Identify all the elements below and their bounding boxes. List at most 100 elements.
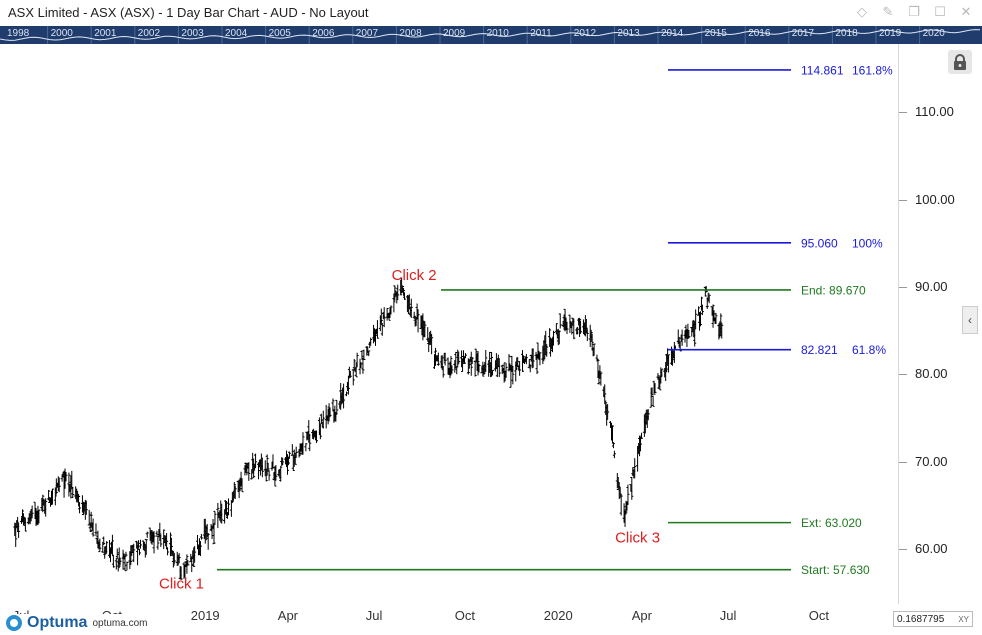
price-bar — [687, 329, 691, 339]
price-bar — [298, 443, 302, 457]
price-bar — [129, 545, 133, 566]
overview-year-label[interactable]: 2010 — [486, 28, 509, 39]
overview-year-label[interactable]: 2001 — [94, 28, 117, 39]
price-bar — [374, 330, 378, 346]
price-bar — [719, 313, 723, 335]
overview-year-label[interactable]: 2002 — [137, 28, 161, 39]
chart-plot-area[interactable]: 114.861 161.8% 95.060 100% End: 89.670 82.821… — [0, 44, 898, 605]
price-bar — [697, 306, 701, 316]
price-chart[interactable]: 114.861 161.8% 95.060 100% End: 89.670 82.821… — [0, 44, 898, 604]
price-bar — [612, 450, 616, 459]
price-bar — [342, 383, 346, 409]
overview-year-label[interactable]: 2017 — [791, 28, 815, 39]
price-bar — [198, 541, 202, 557]
price-bar — [402, 287, 406, 296]
price-bar — [446, 357, 450, 375]
price-bar — [132, 543, 136, 563]
price-bar — [457, 351, 461, 365]
price-bar — [271, 454, 275, 469]
price-bar — [606, 404, 610, 420]
close-icon[interactable]: ✕ — [960, 4, 972, 19]
overview-year-label[interactable]: 2020 — [922, 28, 945, 39]
price-bar — [216, 502, 220, 529]
price-bar — [159, 534, 163, 547]
price-bar — [554, 323, 558, 335]
price-bar — [250, 469, 254, 480]
price-bar — [518, 361, 522, 376]
price-bar — [367, 350, 371, 357]
pin-icon[interactable]: ✎ — [882, 4, 894, 19]
price-bar — [436, 352, 440, 366]
price-bar — [626, 484, 630, 505]
overview-year-label[interactable]: 2012 — [573, 28, 597, 39]
overview-year-label[interactable]: 2009 — [443, 28, 466, 39]
level-percent: 61.8% — [852, 343, 886, 357]
overview-year-label[interactable]: 2004 — [225, 28, 248, 39]
x-tick-label: Apr — [631, 608, 652, 623]
overview-year-label[interactable]: 2016 — [748, 28, 771, 39]
price-bar — [477, 363, 481, 373]
price-bar — [603, 384, 607, 405]
price-bar — [399, 279, 403, 296]
price-bar — [527, 359, 531, 369]
price-bar — [491, 369, 495, 376]
price-bar — [102, 536, 106, 546]
overview-year-label[interactable]: 1998 — [7, 28, 30, 39]
price-bar — [348, 370, 352, 378]
price-bar — [81, 501, 85, 516]
overview-year-label[interactable]: 2005 — [268, 28, 291, 39]
overview-year-label[interactable]: 2000 — [50, 28, 73, 39]
price-bar — [579, 320, 583, 334]
x-tick-label: Oct — [808, 608, 829, 623]
price-bar — [497, 358, 501, 377]
price-bar — [110, 534, 114, 557]
overview-year-label[interactable]: 2015 — [704, 28, 727, 39]
overview-year-label[interactable]: 2018 — [835, 28, 858, 39]
coordinate-readout[interactable]: 0.1687795 XY — [893, 611, 973, 627]
price-bar — [339, 382, 343, 410]
maximize-icon[interactable]: ☐ — [934, 4, 946, 19]
price-bar — [285, 454, 289, 475]
price-bar — [352, 358, 356, 371]
overview-year-label[interactable]: 2006 — [312, 28, 335, 39]
price-bar — [516, 357, 520, 367]
overview-year-label[interactable]: 2003 — [181, 28, 204, 39]
price-bar — [169, 537, 173, 555]
diamond-icon[interactable]: ◇ — [857, 4, 867, 19]
price-axis[interactable]: 60.00 70.00 80.00 90.00 100.00 110.00 — [898, 44, 982, 604]
overview-year-label[interactable]: 2011 — [530, 28, 552, 39]
overview-year-label[interactable]: 2019 — [879, 28, 902, 39]
restore-icon[interactable]: ❐ — [908, 4, 920, 19]
price-bar — [481, 361, 485, 377]
collapse-panel-button[interactable]: ‹ — [962, 306, 978, 334]
price-bar — [610, 425, 614, 444]
price-bar — [369, 337, 373, 346]
lock-icon — [954, 54, 966, 70]
price-bar — [125, 561, 129, 571]
price-bar — [570, 322, 574, 335]
price-bar — [17, 522, 21, 539]
price-bar — [396, 284, 400, 299]
overview-year-label[interactable]: 2008 — [399, 28, 422, 39]
price-bar — [699, 296, 703, 311]
price-bar — [698, 311, 702, 327]
price-bar — [213, 510, 217, 525]
price-bar — [260, 457, 264, 478]
price-bar — [137, 540, 141, 549]
optuma-branding: Optuma optuma.com — [6, 614, 154, 632]
price-bar — [511, 365, 515, 385]
price-bar — [190, 556, 194, 573]
price-bar — [158, 522, 162, 542]
price-bar — [705, 297, 709, 310]
lock-button[interactable] — [948, 50, 972, 74]
price-bar — [206, 532, 210, 550]
overview-timeline[interactable]: 1998 2000 2001 2002 2003 2004 2005 2006 2007 2008… — [0, 26, 982, 44]
price-bar — [407, 294, 411, 310]
price-bar — [71, 487, 75, 499]
overview-year-label[interactable]: 2007 — [355, 28, 379, 39]
overview-year-label[interactable]: 2014 — [661, 28, 684, 39]
price-bar — [441, 366, 445, 378]
overview-year-label[interactable]: 2013 — [617, 28, 640, 39]
price-bar — [123, 555, 127, 572]
price-bar — [651, 395, 655, 407]
